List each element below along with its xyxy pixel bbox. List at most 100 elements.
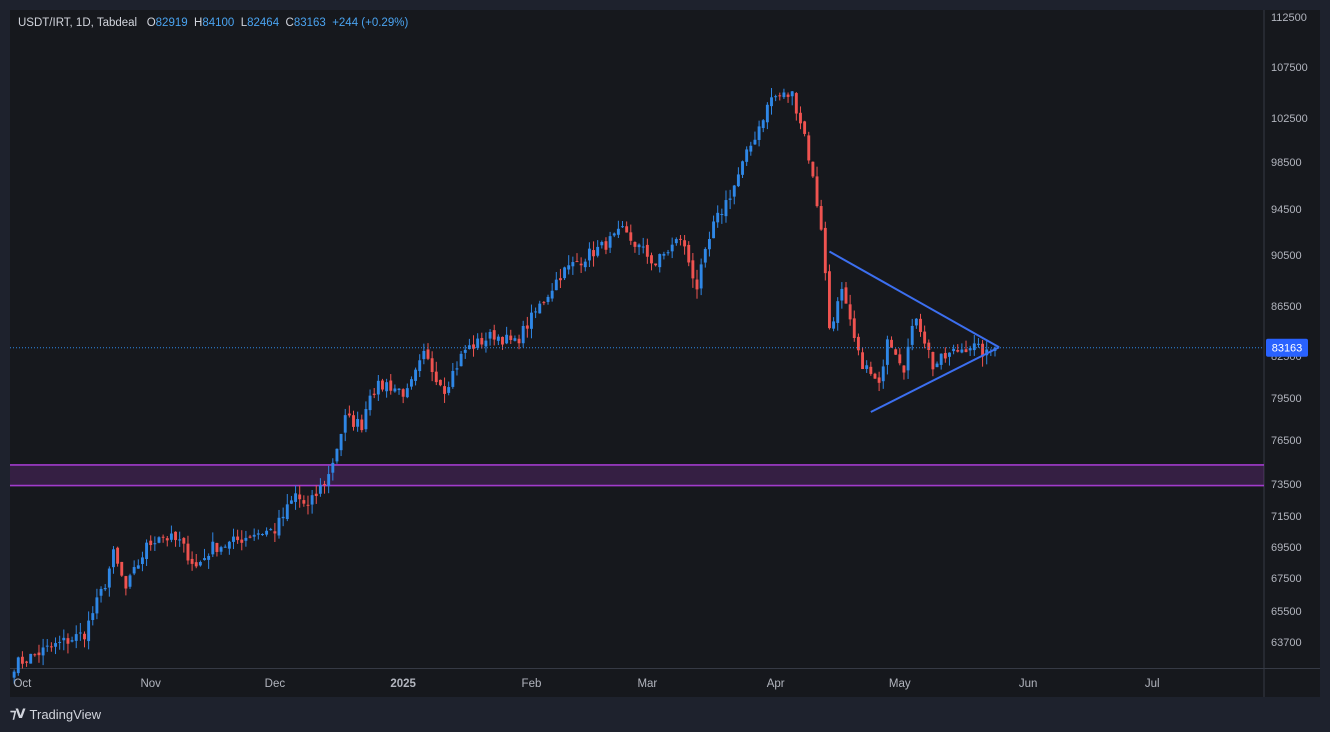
candle-body: [873, 373, 877, 379]
candle-body: [869, 366, 873, 374]
candle-body: [906, 346, 910, 371]
candle-body: [765, 104, 769, 123]
candle-body: [563, 267, 567, 279]
candle: [20, 651, 24, 669]
candle: [848, 294, 852, 326]
candle-body: [78, 632, 82, 634]
candle-body: [261, 534, 264, 536]
last-price-badge: [1266, 338, 1308, 357]
candle: [116, 546, 120, 567]
candle-body: [364, 409, 368, 430]
candle-body: [227, 541, 231, 549]
close-key: C: [285, 17, 294, 29]
candle-body: [451, 370, 455, 387]
candle: [757, 120, 761, 147]
tradingview-branding[interactable]: ⁊𝗩 TradingView: [10, 706, 101, 722]
candle: [910, 318, 914, 351]
candle-body: [670, 244, 674, 252]
candle-body: [269, 529, 273, 531]
candle-body: [25, 661, 29, 663]
candle-body: [372, 393, 376, 395]
candle: [919, 313, 922, 337]
candle-body: [848, 304, 852, 320]
candle: [799, 106, 802, 130]
candle-body: [852, 318, 856, 339]
candle-body: [99, 588, 103, 596]
candle-body: [753, 139, 757, 145]
candle: [881, 359, 885, 389]
candle-body: [87, 620, 91, 642]
candle: [298, 485, 302, 508]
candle-body: [128, 575, 132, 587]
candle-body: [836, 301, 840, 323]
candle-body: [426, 349, 430, 359]
time-tick-label: Mar: [637, 678, 657, 690]
time-axis: Oct Nov Dec 2025 Feb Mar Apr May Jun Jul: [13, 678, 1159, 690]
candle: [650, 252, 653, 271]
candle: [952, 344, 956, 355]
candle-body: [49, 646, 53, 648]
candle-body: [902, 365, 906, 373]
candle: [670, 237, 674, 259]
candle-body: [41, 647, 45, 656]
candle-body: [273, 531, 277, 534]
candle-body: [583, 261, 587, 268]
candle: [823, 221, 827, 281]
candle-body: [484, 340, 488, 347]
candle-body: [695, 279, 699, 290]
candle: [534, 307, 538, 319]
candle-body: [968, 348, 972, 351]
candle-body: [521, 325, 525, 344]
candle: [592, 241, 595, 267]
candle: [389, 374, 393, 395]
candle: [74, 625, 78, 649]
candle-body: [149, 540, 153, 546]
candle-body: [472, 344, 475, 349]
candle-body: [774, 96, 778, 98]
support-zone: [10, 464, 1264, 486]
candle: [368, 389, 372, 416]
candle: [703, 247, 707, 268]
candle-body: [741, 161, 744, 175]
candle-body: [761, 120, 765, 129]
symbol-label: USDT/IRT, 1D, Tabdeal: [18, 17, 138, 29]
candle: [923, 325, 927, 349]
time-tick-label: May: [889, 678, 911, 690]
candle-body: [811, 161, 815, 177]
candle-body: [865, 365, 869, 369]
candle: [939, 353, 943, 370]
candle-body: [877, 377, 881, 383]
candle-body: [323, 483, 326, 485]
candle: [852, 310, 856, 342]
candle-body: [314, 493, 318, 496]
candle-body: [724, 200, 728, 217]
symbol-legend: USDT/IRT, 1D, Tabdeal O82919 H84100 L824…: [18, 17, 408, 29]
candle-body: [248, 536, 252, 538]
candle: [674, 237, 678, 246]
candle-body: [438, 379, 442, 386]
candle: [447, 381, 451, 396]
candle: [289, 495, 293, 505]
candle: [240, 530, 244, 551]
candle: [232, 528, 235, 550]
candle: [550, 283, 554, 302]
candle: [480, 332, 484, 349]
candle-body: [525, 325, 529, 329]
candle: [426, 343, 430, 361]
candle: [174, 531, 177, 547]
candle: [960, 343, 964, 354]
time-tick-label: Oct: [13, 678, 32, 690]
candle: [956, 344, 960, 353]
candle: [45, 639, 49, 652]
candle-body: [815, 176, 819, 207]
candle: [906, 338, 910, 379]
candle-body: [894, 349, 898, 355]
candle: [914, 318, 918, 329]
candle-body: [608, 236, 612, 248]
candle-body: [20, 656, 24, 664]
candle: [418, 354, 422, 378]
candle: [120, 561, 124, 577]
candle-body: [74, 634, 78, 641]
candle: [70, 636, 74, 643]
